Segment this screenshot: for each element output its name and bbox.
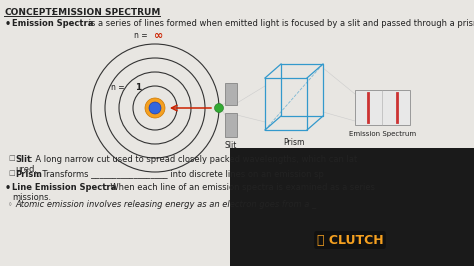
- Text: □: □: [8, 170, 15, 176]
- Text: •: •: [5, 183, 11, 193]
- Text: 1: 1: [135, 84, 141, 93]
- Text: n =: n =: [111, 84, 127, 93]
- Text: CONCEPT:: CONCEPT:: [5, 8, 56, 17]
- Bar: [355, 90, 410, 125]
- Bar: [230, 148, 474, 266]
- Text: ⓒ CLUTCH: ⓒ CLUTCH: [317, 234, 383, 247]
- Text: Emission Spectra: Emission Spectra: [12, 19, 93, 28]
- Text: n =: n =: [134, 31, 150, 40]
- Text: ◦: ◦: [8, 200, 12, 209]
- Text: Slit: Slit: [225, 141, 237, 150]
- Text: : When each line of an emission spectra is examined as a series: : When each line of an emission spectra …: [105, 183, 375, 192]
- Text: ∞: ∞: [154, 31, 163, 41]
- Text: •: •: [5, 19, 11, 29]
- Text: Emission Spectrum: Emission Spectrum: [349, 131, 416, 137]
- Text: □: □: [8, 155, 15, 161]
- Circle shape: [149, 102, 161, 114]
- Bar: [225, 113, 237, 137]
- Text: is a series of lines formed when emitted light is focused by a slit and passed t: is a series of lines formed when emitted…: [86, 19, 474, 28]
- Text: : A long narrow cut used to spread closely packed wavelengths, which can lat: : A long narrow cut used to spread close…: [30, 155, 357, 164]
- Text: Slit: Slit: [15, 155, 31, 164]
- Bar: [225, 83, 237, 105]
- Text: missions.: missions.: [12, 193, 51, 202]
- Text: Prism: Prism: [15, 170, 42, 179]
- Text: EMISSION SPECTRUM: EMISSION SPECTRUM: [52, 8, 160, 17]
- Circle shape: [145, 98, 165, 118]
- Text: Line Emission Spectra: Line Emission Spectra: [12, 183, 116, 192]
- Text: ured.: ured.: [15, 165, 37, 174]
- Text: : Transforms __________________ into discrete lines on an emission sp: : Transforms __________________ into dis…: [37, 170, 324, 179]
- Text: Atomic emission involves releasing energy as an electron goes from a _: Atomic emission involves releasing energ…: [15, 200, 316, 209]
- Circle shape: [215, 103, 224, 113]
- Text: Prism: Prism: [283, 138, 305, 147]
